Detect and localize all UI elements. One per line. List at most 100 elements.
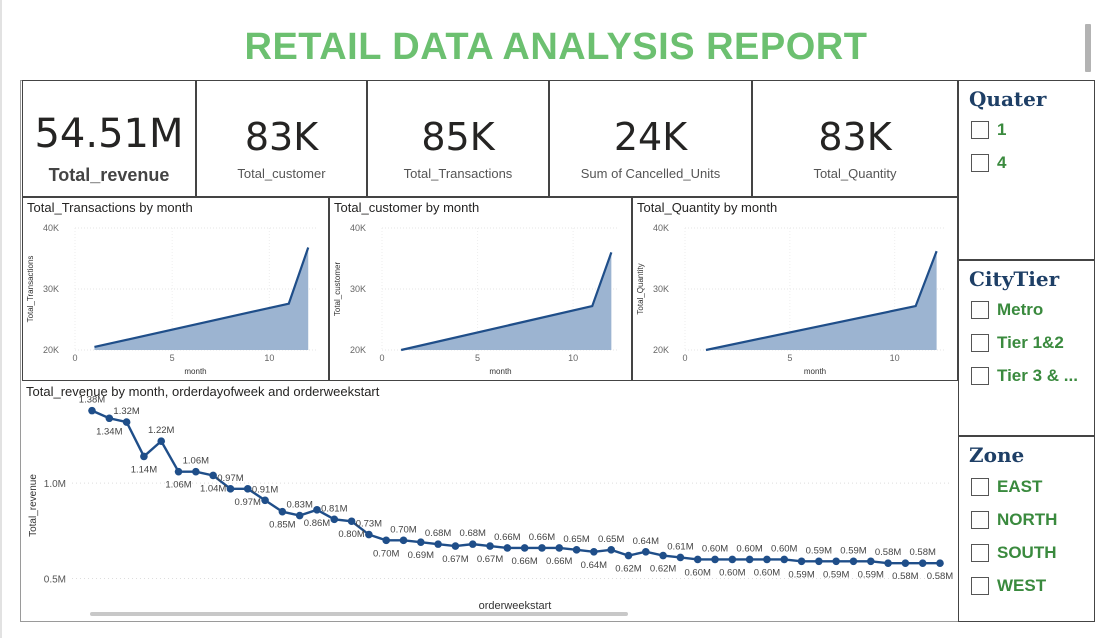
data-point: [347, 517, 356, 526]
chart-plot: 0.5M 1.0M 1.38M 1.34M 1.32M 1.14M 1.22M 1.06M 1.…: [28, 395, 953, 612]
x-axis-label: month: [184, 367, 206, 376]
kpi-label: Total_Transactions: [403, 166, 513, 181]
data-label: 1.38M: [79, 395, 105, 406]
slicer-item-west[interactable]: WEST: [971, 575, 1046, 597]
data-label: 0.60M: [736, 543, 762, 554]
kpi-label: Sum of Cancelled_Units: [580, 166, 721, 181]
kpi-label: Total_Quantity: [813, 166, 897, 181]
data-label: 0.68M: [460, 528, 486, 539]
slicer-item-east[interactable]: EAST: [971, 476, 1042, 498]
transactions-by-month-chart[interactable]: 20K 30K 40K 0 5 10 month Total_Transactions Tot…: [22, 197, 329, 381]
y-axis-label: Total_Quantity: [636, 263, 645, 314]
data-point: [607, 546, 615, 554]
kpi-card-cancelled-units[interactable]: 24K Sum of Cancelled_Units: [549, 80, 752, 197]
y-axis-label: Total_revenue: [28, 474, 39, 537]
data-label: 0.58M: [909, 547, 935, 558]
data-label: 0.61M: [667, 541, 693, 552]
data-point: [365, 530, 373, 539]
data-label: 0.97M: [235, 497, 261, 508]
data-label: 0.64M: [581, 560, 607, 571]
checkbox-icon[interactable]: [971, 478, 989, 496]
data-point: [468, 540, 477, 548]
area-fill: [401, 252, 612, 350]
data-point: [226, 485, 235, 493]
data-point: [849, 557, 858, 566]
slicer-item-label: 4: [997, 153, 1007, 172]
checkbox-icon[interactable]: [971, 511, 989, 529]
data-point: [901, 559, 910, 568]
page-scrollbar[interactable]: [1085, 24, 1091, 72]
checkbox-icon[interactable]: [971, 577, 989, 595]
slicer-item-north[interactable]: NORTH: [971, 509, 1057, 531]
slicer-item-metro[interactable]: Metro: [971, 299, 1043, 321]
slicer-item-tier-1-2[interactable]: Tier 1&2: [971, 332, 1064, 354]
data-label: 1.34M: [96, 426, 122, 437]
data-point: [174, 467, 183, 476]
y-tick-label: 30K: [653, 284, 669, 294]
y-tick-label: 0.5M: [44, 574, 66, 585]
x-tick-label: 5: [787, 353, 792, 363]
kpi-card-total-customer[interactable]: 83K Total_customer: [196, 80, 367, 197]
checkbox-icon[interactable]: [971, 334, 989, 352]
kpi-value: 83K: [244, 115, 319, 159]
checkbox-icon[interactable]: [971, 544, 989, 562]
chart-scrollbar[interactable]: [90, 612, 628, 616]
x-tick-label: 0: [72, 353, 77, 363]
data-point: [330, 515, 339, 524]
y-tick-label: 20K: [653, 345, 669, 355]
checkbox-icon[interactable]: [971, 121, 989, 139]
data-point: [122, 418, 131, 426]
data-point: [590, 547, 598, 556]
slicer-citytier: CityTier Metro Tier 1&2 Tier 3 & ...: [958, 260, 1095, 436]
checkbox-icon[interactable]: [971, 367, 989, 385]
data-label: 0.66M: [511, 556, 537, 567]
data-point: [451, 542, 460, 550]
data-point: [538, 544, 546, 552]
slicer-item-quarter-4[interactable]: 4: [971, 152, 1006, 174]
checkbox-icon[interactable]: [971, 301, 989, 319]
data-point: [555, 544, 564, 552]
data-label: 0.67M: [477, 554, 503, 565]
data-label: 0.60M: [719, 567, 745, 578]
data-point: [520, 544, 529, 552]
data-point: [278, 507, 287, 516]
quantity-by-month-chart[interactable]: 20K 30K 40K 0 5 10 month Total_Quantity Total_Q…: [632, 197, 958, 381]
slicer-zone: Zone EAST NORTH SOUTH WEST: [958, 436, 1095, 622]
kpi-card-total-transactions[interactable]: 85K Total_Transactions: [367, 80, 549, 197]
data-point: [693, 555, 702, 564]
data-point: [918, 559, 927, 568]
data-label: 0.59M: [806, 545, 832, 556]
slicer-item-quarter-1[interactable]: 1: [971, 119, 1006, 141]
data-point: [728, 555, 737, 564]
x-axis-label: orderweekstart: [479, 600, 552, 612]
data-label: 1.32M: [113, 406, 139, 417]
kpi-card-total-revenue[interactable]: 54.51M Total_revenue: [22, 80, 196, 197]
data-label: 0.91M: [252, 484, 278, 495]
data-label: 0.58M: [892, 571, 918, 582]
data-point: [936, 559, 944, 568]
kpi-value: 24K: [613, 115, 688, 159]
data-label: 0.86M: [304, 518, 330, 529]
customer-by-month-chart[interactable]: 20K 30K 40K 0 5 10 month Total_customer Total_c…: [329, 197, 632, 381]
data-label: 0.60M: [754, 567, 780, 578]
kpi-card-total-quantity[interactable]: 83K Total_Quantity: [752, 80, 958, 197]
kpi-label: Total_revenue: [48, 165, 170, 185]
data-label: 0.66M: [546, 556, 572, 567]
revenue-line-chart[interactable]: 0.5M 1.0M 1.38M 1.34M 1.32M 1.14M 1.22M 1.06M 1.…: [22, 381, 958, 621]
slicer-item-tier-3[interactable]: Tier 3 & ...: [971, 365, 1078, 387]
data-point: [711, 555, 719, 564]
data-point: [295, 511, 304, 520]
slicer-item-label: WEST: [997, 576, 1047, 595]
y-axis-label: Total_customer: [333, 262, 342, 317]
slicer-item-south[interactable]: SOUTH: [971, 542, 1057, 564]
checkbox-icon[interactable]: [971, 154, 989, 172]
kpi-value: 83K: [818, 115, 892, 159]
data-label: 0.59M: [840, 545, 866, 556]
y-tick-label: 40K: [43, 223, 59, 233]
data-point: [192, 467, 200, 476]
data-label: 0.70M: [373, 548, 399, 559]
data-label: 1.06M: [183, 456, 209, 467]
data-point: [88, 406, 96, 415]
chart-title: Total_customer by month: [334, 200, 480, 215]
y-axis-label: Total_Transactions: [26, 256, 35, 323]
